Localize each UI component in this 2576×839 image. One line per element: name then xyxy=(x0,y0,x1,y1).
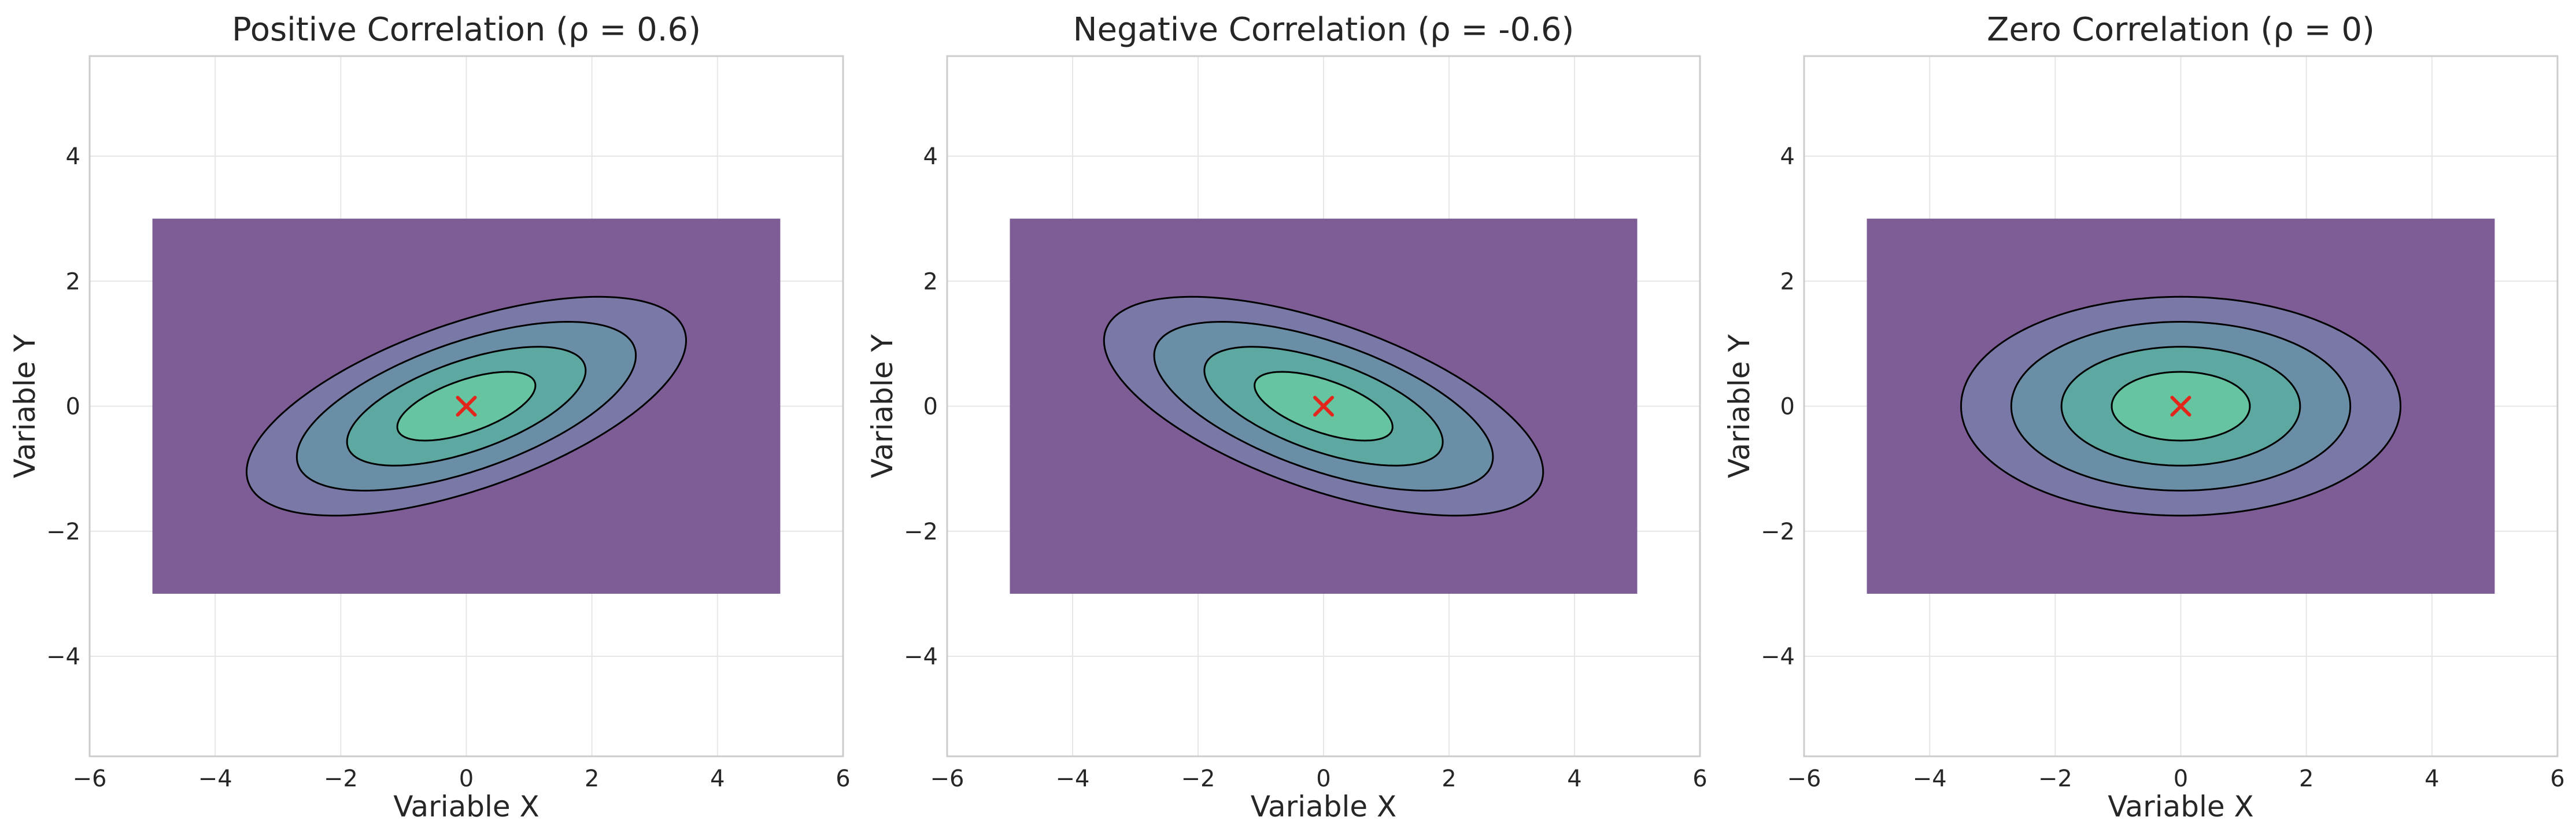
x-tick-label: 2 xyxy=(585,766,599,792)
x-tick-label: 6 xyxy=(2550,766,2564,792)
chart-panel-2: −6 −4 −2 0 2 4 6 −4 −2 0 2 4 Negative Correlation (ρ… xyxy=(866,11,1708,823)
y-tick-label: −4 xyxy=(46,644,80,670)
y-tick-label: 2 xyxy=(923,268,938,295)
x-tick-label: −6 xyxy=(73,766,107,792)
y-axis-label: Variable Y xyxy=(866,334,899,478)
center-marker-stroke xyxy=(1313,396,1334,417)
tick-labels: −6 −4 −2 0 2 4 6 −4 −2 0 2 4 xyxy=(904,143,1708,792)
y-tick-label: 4 xyxy=(923,143,938,170)
x-tick-label: 4 xyxy=(710,766,725,792)
x-tick-label: −4 xyxy=(1913,766,1947,792)
y-tick-label: −2 xyxy=(904,519,938,545)
x-tick-label: 4 xyxy=(2425,766,2439,792)
chart-title: Negative Correlation (ρ = -0.6) xyxy=(1073,11,1575,49)
y-tick-label: −4 xyxy=(1761,644,1795,670)
plot-area xyxy=(152,219,781,594)
x-tick-label: 0 xyxy=(459,766,474,792)
y-tick-label: −4 xyxy=(904,644,938,670)
x-tick-label: 6 xyxy=(1692,766,1707,792)
x-axis-label: Variable X xyxy=(393,790,539,823)
x-tick-label: 0 xyxy=(1316,766,1330,792)
x-tick-label: −2 xyxy=(1181,766,1215,792)
plot-area xyxy=(1867,219,2495,594)
x-tick-label: 4 xyxy=(1567,766,1581,792)
y-tick-label: 0 xyxy=(923,394,938,420)
chart-title: Positive Correlation (ρ = 0.6) xyxy=(232,11,701,49)
tick-labels: −6 −4 −2 0 2 4 6 −4 −2 0 2 4 xyxy=(1761,143,2565,792)
x-tick-label: −6 xyxy=(930,766,964,792)
x-tick-label: 0 xyxy=(2174,766,2188,792)
y-axis-label: Variable Y xyxy=(8,334,42,478)
center-marker-stroke xyxy=(456,396,477,417)
x-tick-label: 6 xyxy=(836,766,850,792)
x-tick-label: −4 xyxy=(1056,766,1090,792)
x-axis-label: Variable X xyxy=(2108,790,2254,823)
y-tick-label: 0 xyxy=(1780,394,1795,420)
x-tick-label: −2 xyxy=(2038,766,2072,792)
x-tick-label: −4 xyxy=(198,766,232,792)
center-marker xyxy=(1313,396,1334,417)
x-axis-label: Variable X xyxy=(1251,790,1397,823)
x-tick-label: −2 xyxy=(324,766,358,792)
x-tick-label: 2 xyxy=(2299,766,2313,792)
y-tick-label: −2 xyxy=(1761,519,1795,545)
chart-panel-1: −6 −4 −2 0 2 4 6 −4 −2 0 2 4 Positive Correlation (ρ… xyxy=(8,11,851,823)
center-marker-stroke xyxy=(2170,396,2191,417)
y-tick-label: 2 xyxy=(66,268,80,295)
tick-labels: −6 −4 −2 0 2 4 6 −4 −2 0 2 4 xyxy=(46,143,851,792)
x-tick-label: −6 xyxy=(1787,766,1821,792)
y-tick-label: 0 xyxy=(66,394,80,420)
x-tick-label: 2 xyxy=(1442,766,1456,792)
y-tick-label: 4 xyxy=(66,143,80,170)
center-marker xyxy=(456,396,477,417)
y-axis-label: Variable Y xyxy=(1723,334,1756,478)
chart-title: Zero Correlation (ρ = 0) xyxy=(1987,11,2375,49)
axes-frame xyxy=(1803,55,2559,757)
y-tick-label: −2 xyxy=(46,519,80,545)
plot-area xyxy=(1010,219,1638,594)
y-tick-label: 2 xyxy=(1780,268,1795,295)
axes-frame xyxy=(946,55,1701,757)
y-tick-label: 4 xyxy=(1780,143,1795,170)
chart-panel-3: −6 −4 −2 0 2 4 6 −4 −2 0 2 4 Zero Correlation (ρ = 0… xyxy=(1723,11,2565,823)
axes-frame xyxy=(88,55,844,757)
center-marker xyxy=(2170,396,2191,417)
